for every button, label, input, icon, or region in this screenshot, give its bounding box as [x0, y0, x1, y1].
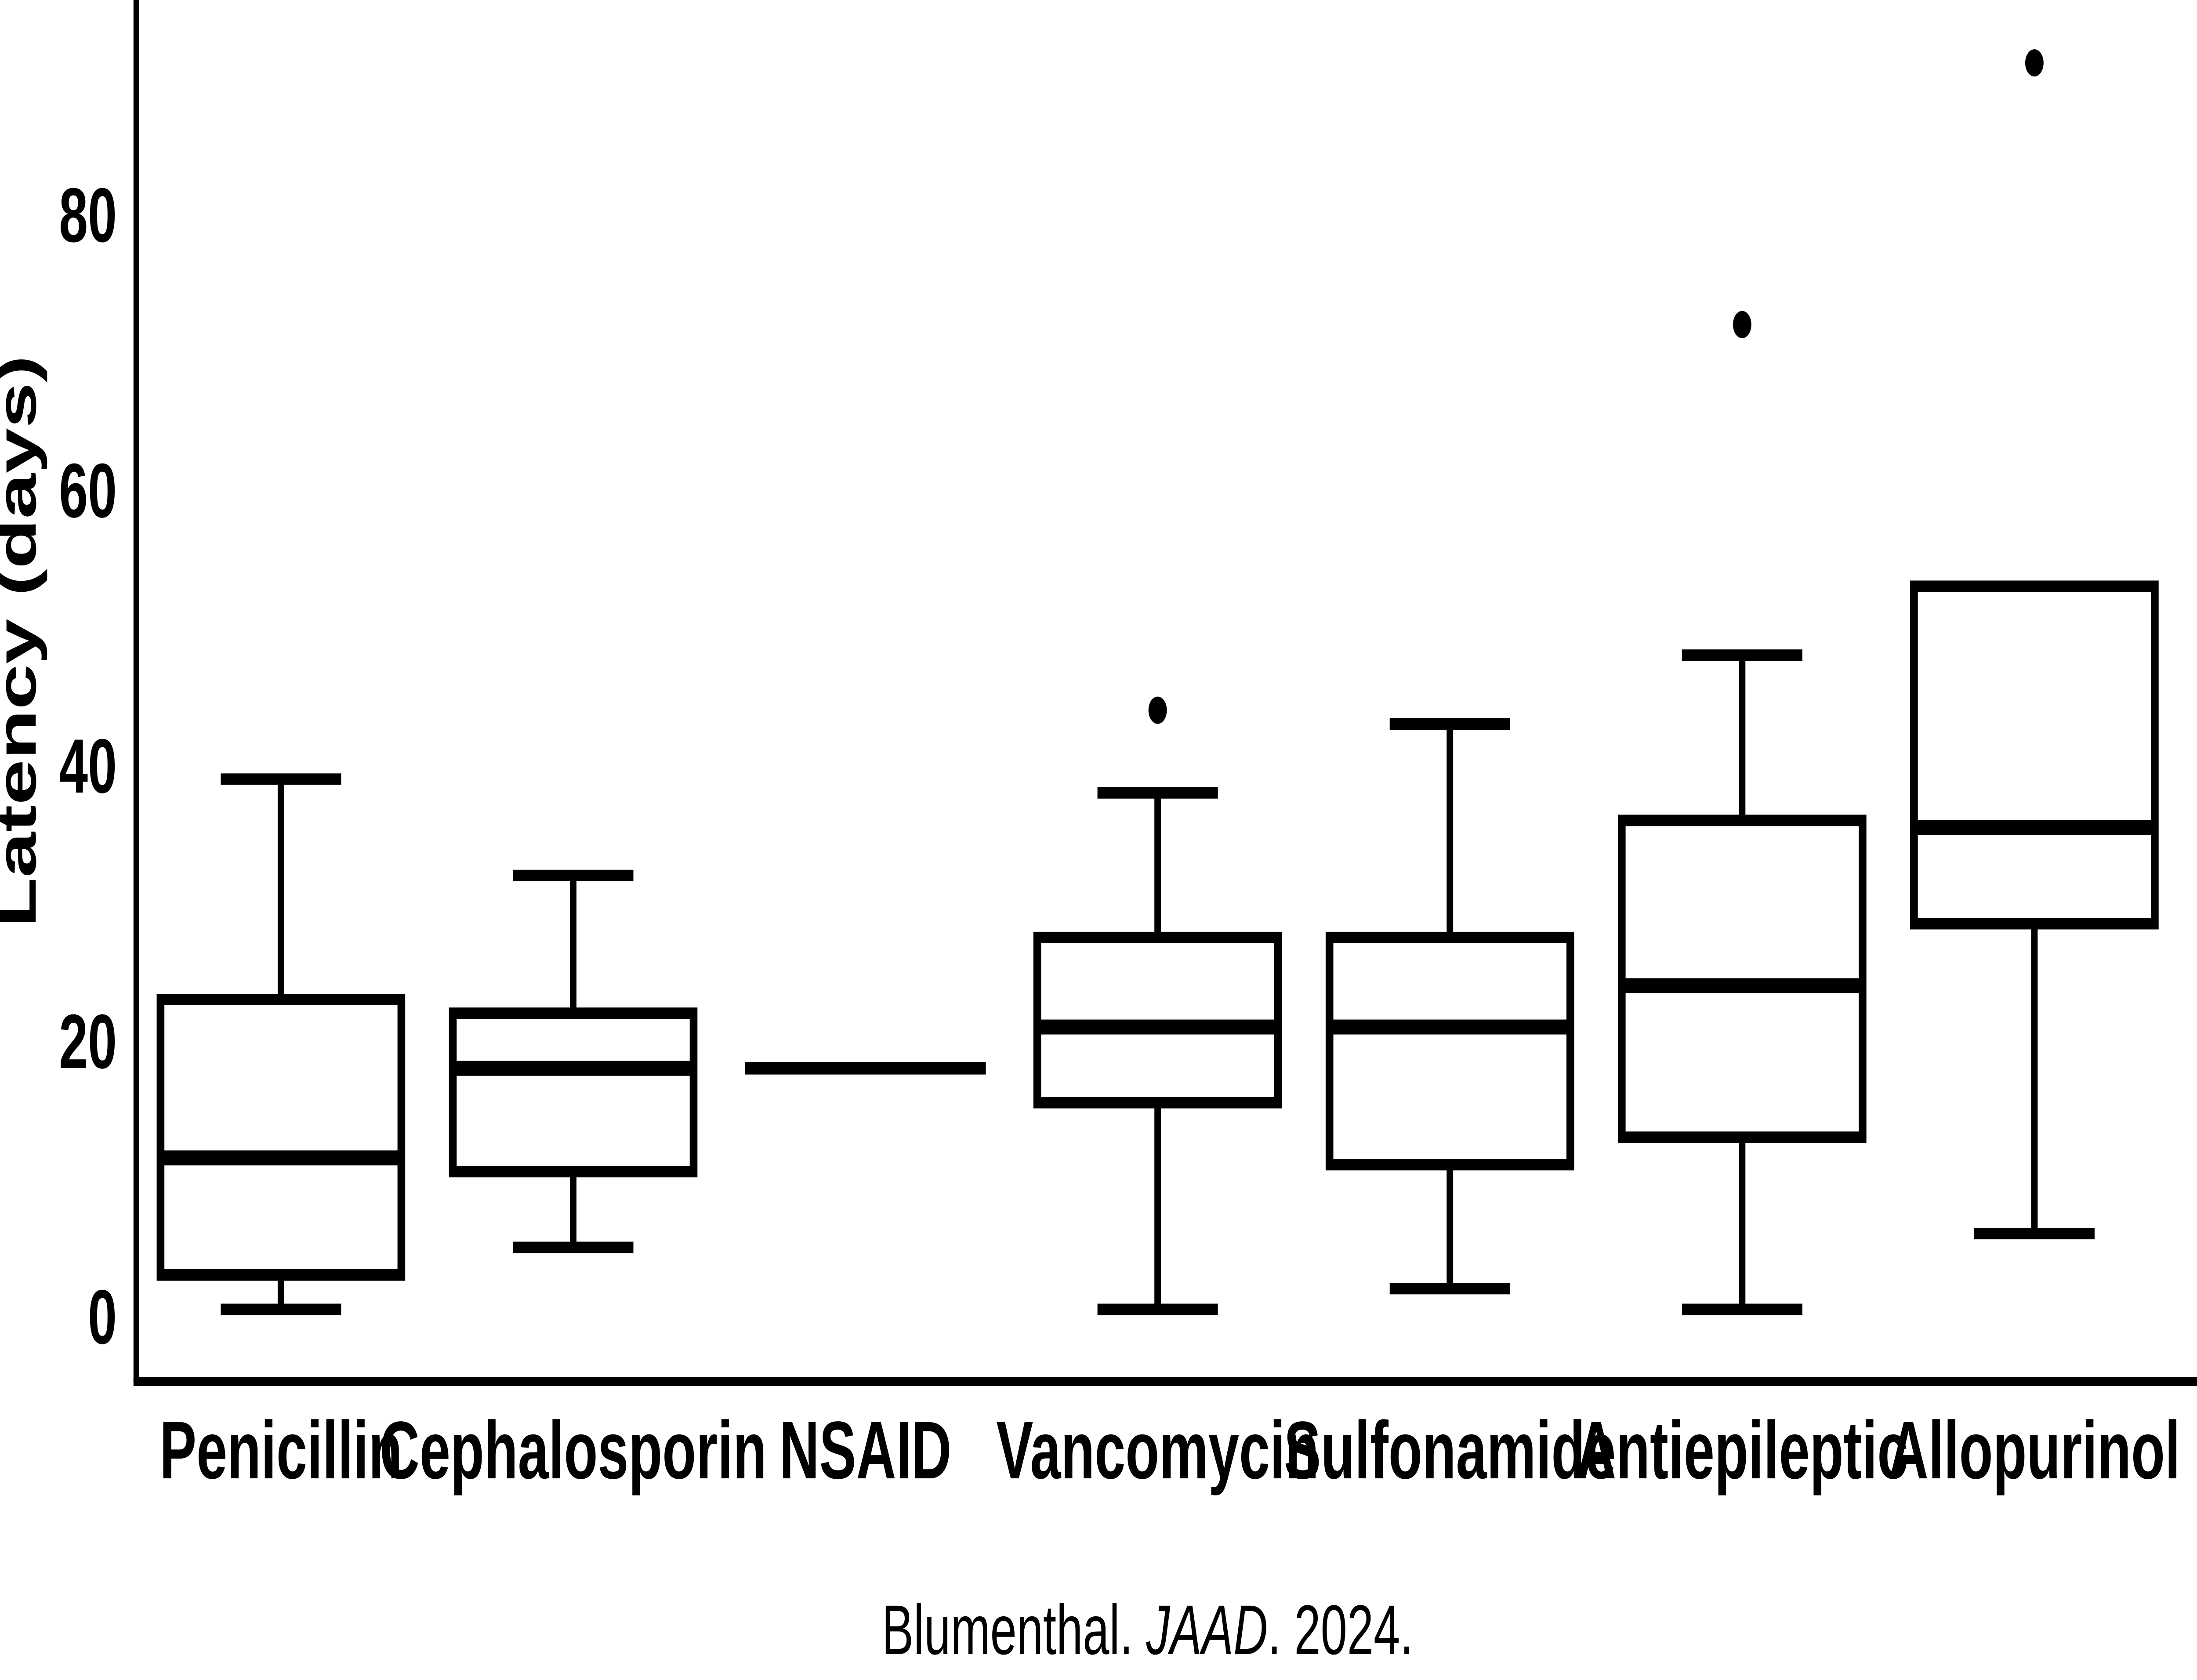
- iqr-box-sulfonamide: [1325, 931, 1574, 1171]
- caption-author: Blumenthal.: [882, 1590, 1146, 1669]
- y-tick-label: 60: [59, 448, 117, 534]
- x-axis-category-label: Sulfonamide: [1284, 1404, 1616, 1495]
- x-axis-category-label: Penicillin: [160, 1404, 402, 1495]
- caption: Blumenthal. JAAD. 2024.: [882, 1590, 1413, 1669]
- iqr-box-allopurinol: [1910, 580, 2159, 930]
- x-axis-category-label: Cephalosporin: [380, 1404, 767, 1495]
- x-axis-category-label: Allopurinol: [1889, 1404, 2180, 1495]
- x-axis-category-label: Vancomycin: [996, 1404, 1319, 1495]
- caption-journal: JAAD: [1146, 1590, 1268, 1669]
- y-tick-label: 80: [59, 172, 117, 258]
- outlier-dot: [2025, 49, 2044, 77]
- x-axis-category-label: NSAID: [779, 1404, 952, 1495]
- outlier-dot: [1148, 696, 1167, 724]
- outlier-dot: [1733, 311, 1751, 338]
- x-axis-category-label: Antiepileptic: [1576, 1404, 1908, 1495]
- iqr-box-penicillin: [156, 993, 406, 1281]
- y-axis-label: Latency (days): [0, 355, 47, 927]
- y-tick-label: 0: [88, 1274, 117, 1360]
- caption-year: . 2024.: [1268, 1590, 1413, 1669]
- y-tick-label: 40: [59, 723, 117, 809]
- iqr-box-cephalosporin: [449, 1007, 698, 1177]
- y-tick-label: 20: [59, 999, 117, 1085]
